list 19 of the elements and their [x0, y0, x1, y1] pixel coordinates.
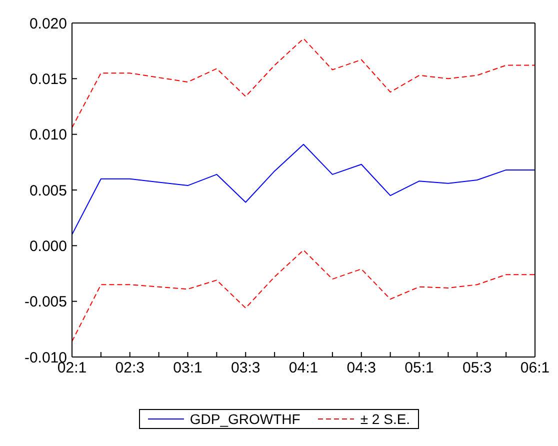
y-tick-label: 0.000: [29, 238, 67, 255]
x-tick-label: 05:3: [462, 360, 492, 377]
line-series: [72, 250, 535, 342]
x-tick-label: 06:1: [520, 360, 550, 377]
y-tick-label: 0.010: [29, 126, 67, 144]
x-tick-label: 02:3: [115, 360, 144, 377]
y-tick-label: 0.005: [29, 182, 67, 200]
x-tick-label: 05:1: [404, 360, 434, 377]
line-series: [72, 144, 535, 236]
y-tick-label: 0.015: [29, 70, 67, 88]
legend-label: GDP_GROWTHF: [190, 411, 300, 427]
x-tick-label: 03:1: [173, 360, 202, 377]
legend-label: ± 2 S.E.: [360, 411, 410, 427]
x-tick-label: 04:1: [288, 360, 318, 377]
y-tick-label: -0.005: [24, 294, 67, 311]
line-series: [72, 38, 535, 128]
x-tick-label: 04:3: [346, 360, 376, 377]
y-tick-label: 0.020: [29, 15, 67, 32]
x-tick-label: 03:3: [231, 360, 260, 377]
